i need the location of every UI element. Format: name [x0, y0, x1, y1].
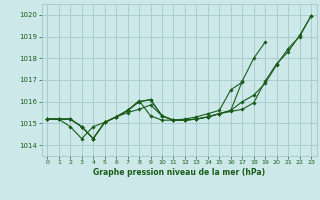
X-axis label: Graphe pression niveau de la mer (hPa): Graphe pression niveau de la mer (hPa): [93, 168, 265, 177]
